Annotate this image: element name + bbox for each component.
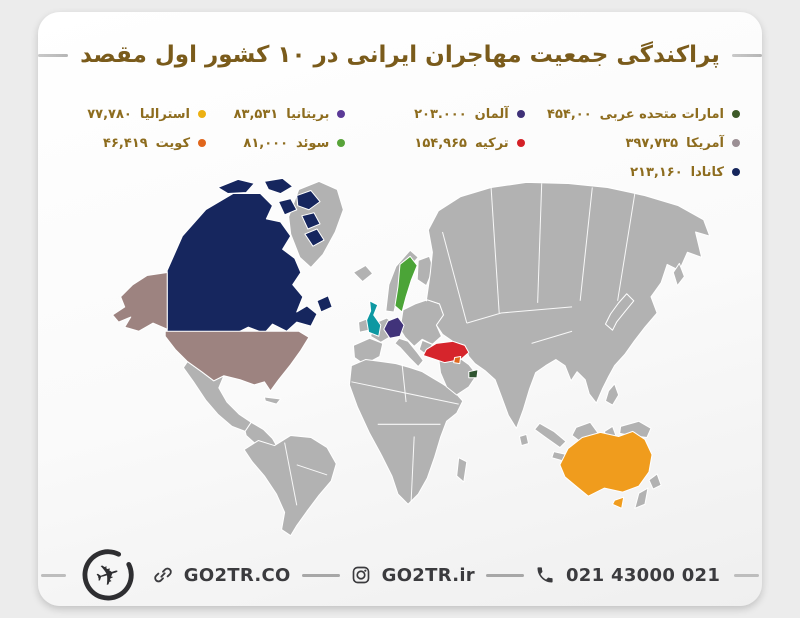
infographic-card: پراکندگی جمعیت مهاجران ایرانی در ۱۰ کشور… <box>38 12 762 606</box>
map-country-sweden <box>394 255 418 313</box>
link-icon <box>153 565 173 585</box>
legend-item-kuwait: کویت ۴۶,۴۱۹ <box>64 133 207 153</box>
footer-edge-line-right <box>734 574 759 577</box>
legend-country-label: بریتانیا <box>286 106 330 122</box>
title-decor-line-right <box>731 53 762 57</box>
legend-item-sweden: سوئد ۸۱,۰۰۰ <box>215 133 346 153</box>
legend-column-2: آلمان ۲۰۳.۰۰۰ ترکیه ۱۵۴,۹۶۵ <box>355 104 525 182</box>
legend-dot-australia <box>198 110 207 118</box>
legend-value: ۸۳,۵۳۱ <box>233 106 279 122</box>
legend-country-label: استرالیا <box>139 106 191 122</box>
map-country-canada-island <box>278 198 298 216</box>
footer-instagram-handle[interactable]: GO2TR.ir <box>381 564 475 586</box>
map-country-uk <box>366 300 382 337</box>
instagram-icon <box>351 565 371 585</box>
legend-column-3: بریتانیا ۸۳,۵۳۱ سوئد ۸۱,۰۰۰ <box>215 104 346 182</box>
go2tr-airplane-logo-icon: ✈ <box>80 547 136 603</box>
map-country-kuwait <box>453 356 462 365</box>
legend-country-label: کانادا <box>690 164 724 180</box>
legend-column-4: استرالیا ۷۷,۷۸۰ کویت ۴۶,۴۱۹ <box>64 104 207 182</box>
legend-item-australia: استرالیا ۷۷,۷۸۰ <box>64 104 207 124</box>
svg-text:✈: ✈ <box>91 555 125 595</box>
map-country-canada <box>166 193 318 334</box>
map-country-canada-island <box>316 295 333 313</box>
legend-item-uae: امارات متحده عربی ۴۵۴,۰۰ <box>534 104 740 124</box>
legend-value: ۳۹۷,۷۳۵ <box>625 135 679 151</box>
legend-country-label: ترکیه <box>474 135 509 151</box>
title-decor-line-left <box>38 53 69 57</box>
legend-country-label: امارات متحده عربی <box>599 106 724 122</box>
legend-value: ۴۵۴,۰۰ <box>547 106 592 122</box>
legend-country-label: آمریکا <box>686 135 724 151</box>
legend-country-label: آلمان <box>474 106 509 122</box>
footer: ✈ GO2TR.CO GO2TR.ir <box>38 545 762 605</box>
legend-dot-turkey <box>516 139 525 147</box>
legend-dot-kuwait <box>198 139 207 147</box>
map-country-canada-island <box>301 212 321 230</box>
map-region-tasmania <box>612 496 625 509</box>
legend: امارات متحده عربی ۴۵۴,۰۰ آمریکا ۳۹۷,۷۳۵ … <box>64 104 740 182</box>
legend-dot-uae <box>732 110 740 118</box>
legend-dot-sweden <box>337 139 346 147</box>
legend-value: ۷۷,۷۸۰ <box>87 106 132 122</box>
legend-item-turkey: ترکیه ۱۵۴,۹۶۵ <box>355 133 525 153</box>
legend-value: ۴۶,۴۱۹ <box>103 135 148 151</box>
legend-value: ۲۱۳,۱۶۰ <box>630 164 683 180</box>
legend-dot-canada <box>732 168 740 176</box>
map-country-canada-island <box>263 177 294 195</box>
title-row: پراکندگی جمعیت مهاجران ایرانی در ۱۰ کشور… <box>38 42 762 68</box>
legend-dot-britain <box>337 110 346 118</box>
map-country-germany <box>383 316 405 339</box>
legend-value: ۸۱,۰۰۰ <box>243 135 289 151</box>
footer-divider <box>485 573 524 577</box>
legend-item-canada: کانادا ۲۱۳,۱۶۰ <box>534 162 740 182</box>
footer-phone-number: 021 43000 021 <box>565 564 721 586</box>
map-country-canada-island <box>217 178 255 195</box>
map-country-borders <box>284 183 636 506</box>
page-title: پراکندگی جمعیت مهاجران ایرانی در ۱۰ کشور… <box>80 42 720 68</box>
legend-dot-germany <box>516 110 525 118</box>
footer-divider <box>301 573 340 577</box>
footer-edge-line-left <box>41 574 66 577</box>
map-country-australia <box>559 430 653 497</box>
legend-column-1: امارات متحده عربی ۴۵۴,۰۰ آمریکا ۳۹۷,۷۳۵ … <box>534 104 740 182</box>
legend-value: ۱۵۴,۹۶۵ <box>414 135 467 151</box>
legend-country-label: سوئد <box>296 135 330 151</box>
legend-item-usa: آمریکا ۳۹۷,۷۳۵ <box>534 133 740 153</box>
legend-item-britain: بریتانیا ۸۳,۵۳۱ <box>215 104 346 124</box>
phone-icon <box>535 565 555 585</box>
map-region-alaska <box>112 271 168 332</box>
map-generic-land <box>182 180 711 537</box>
legend-value: ۲۰۳.۰۰۰ <box>414 106 467 122</box>
map-country-uae <box>468 369 479 379</box>
map-country-usa <box>164 330 310 392</box>
map-country-canada-island <box>304 228 325 247</box>
legend-dot-usa <box>732 139 740 147</box>
footer-website[interactable]: GO2TR.CO <box>183 564 291 586</box>
legend-item-germany: آلمان ۲۰۳.۰۰۰ <box>355 104 525 124</box>
legend-country-label: کویت <box>155 135 191 151</box>
world-map <box>66 170 734 542</box>
map-country-canada-island <box>296 190 321 211</box>
